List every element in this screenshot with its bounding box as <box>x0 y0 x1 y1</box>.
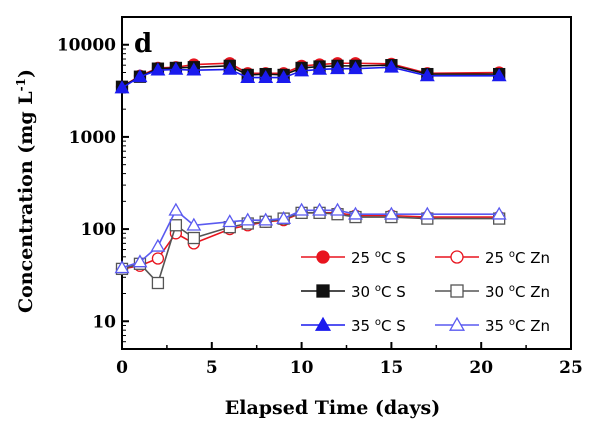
legend-item: 30 oC Zn <box>435 283 550 301</box>
data-point <box>312 202 328 216</box>
data-point <box>187 231 200 245</box>
series-line <box>121 66 500 89</box>
series-3 <box>115 206 506 290</box>
series-5 <box>114 202 507 274</box>
series-line <box>121 209 500 269</box>
data-point <box>169 219 183 232</box>
y-axis-title-close: ) <box>15 69 37 78</box>
data-point <box>150 62 166 76</box>
legend-item: 35 oC Zn <box>435 316 550 335</box>
x-tick-label: 10 <box>290 358 314 378</box>
data-point <box>491 68 507 82</box>
series-line <box>121 212 500 285</box>
legend-label: 30 oC Zn <box>485 283 550 301</box>
series-4 <box>114 59 507 94</box>
legend-marker <box>448 316 466 331</box>
data-point <box>258 212 274 226</box>
legend-label: 25 oC S <box>351 249 406 267</box>
data-point <box>240 212 256 226</box>
data-point <box>491 206 507 220</box>
data-point <box>294 202 310 216</box>
data-point <box>330 61 345 75</box>
data-point <box>348 206 363 220</box>
data-point <box>312 61 328 75</box>
legend-item: 30 oC S <box>301 283 406 301</box>
y-tick-label: 10 <box>92 312 116 332</box>
data-point <box>383 206 399 220</box>
y-axis-title: Concentration (mg L-1) <box>14 69 37 313</box>
data-point <box>383 59 399 73</box>
series-layer <box>114 57 507 290</box>
series-1 <box>115 206 506 276</box>
data-point <box>168 61 184 75</box>
legend-marker <box>450 250 464 264</box>
x-tick-label: 20 <box>469 358 493 378</box>
legend-marker <box>316 250 330 264</box>
x-axis-title: Elapsed Time (days) <box>225 397 440 419</box>
y-tick-label: 100 <box>81 220 117 240</box>
legend-marker <box>316 284 330 298</box>
legend-label: 35 oC S <box>351 317 406 335</box>
y-tick-label: 10000 <box>57 36 116 56</box>
x-tick-label: 25 <box>559 358 583 378</box>
y-tick-label: 1000 <box>69 128 116 148</box>
legend-label: 35 oC Zn <box>485 317 550 335</box>
data-point <box>151 276 165 290</box>
data-point <box>132 254 148 268</box>
data-point <box>114 260 130 274</box>
legend-item: 35 oC S <box>301 316 406 335</box>
legend-marker <box>450 284 464 298</box>
data-point <box>150 238 166 252</box>
data-point <box>348 61 363 75</box>
panel-label: d <box>134 29 152 59</box>
data-point <box>240 69 256 84</box>
y-axis-title-superscript: -1 <box>14 78 28 91</box>
data-point <box>132 69 148 83</box>
data-point <box>222 214 238 228</box>
data-point <box>186 62 202 76</box>
legend-label: 30 oC S <box>351 283 406 301</box>
y-axis-title-main: Concentration (mg L <box>15 91 37 313</box>
data-point <box>276 69 292 84</box>
legend: 25 oC S 25 oC Zn 30 oC S 30 oC Zn 35 oC S 35 … <box>301 249 550 335</box>
x-tick-label: 15 <box>380 358 404 378</box>
data-point <box>151 252 165 265</box>
legend-item: 25 oC Zn <box>435 249 550 267</box>
legend-marker <box>314 316 332 331</box>
data-point <box>276 210 292 224</box>
data-point <box>294 63 310 77</box>
data-point <box>258 69 274 84</box>
data-point <box>330 202 345 216</box>
data-point <box>114 80 130 94</box>
legend-label: 25 oC Zn <box>485 249 550 267</box>
x-tick-label: 5 <box>206 358 218 378</box>
x-tick-label: 0 <box>116 358 128 378</box>
data-point <box>419 68 435 82</box>
data-point <box>168 202 184 216</box>
data-point <box>419 206 435 220</box>
data-point <box>186 217 202 231</box>
axis-ticks: 0 5 10 15 20 25 10 100 1000 10000 <box>57 36 583 378</box>
legend-item: 25 oC S <box>301 249 406 267</box>
series-line <box>121 64 500 88</box>
data-point <box>222 61 238 75</box>
